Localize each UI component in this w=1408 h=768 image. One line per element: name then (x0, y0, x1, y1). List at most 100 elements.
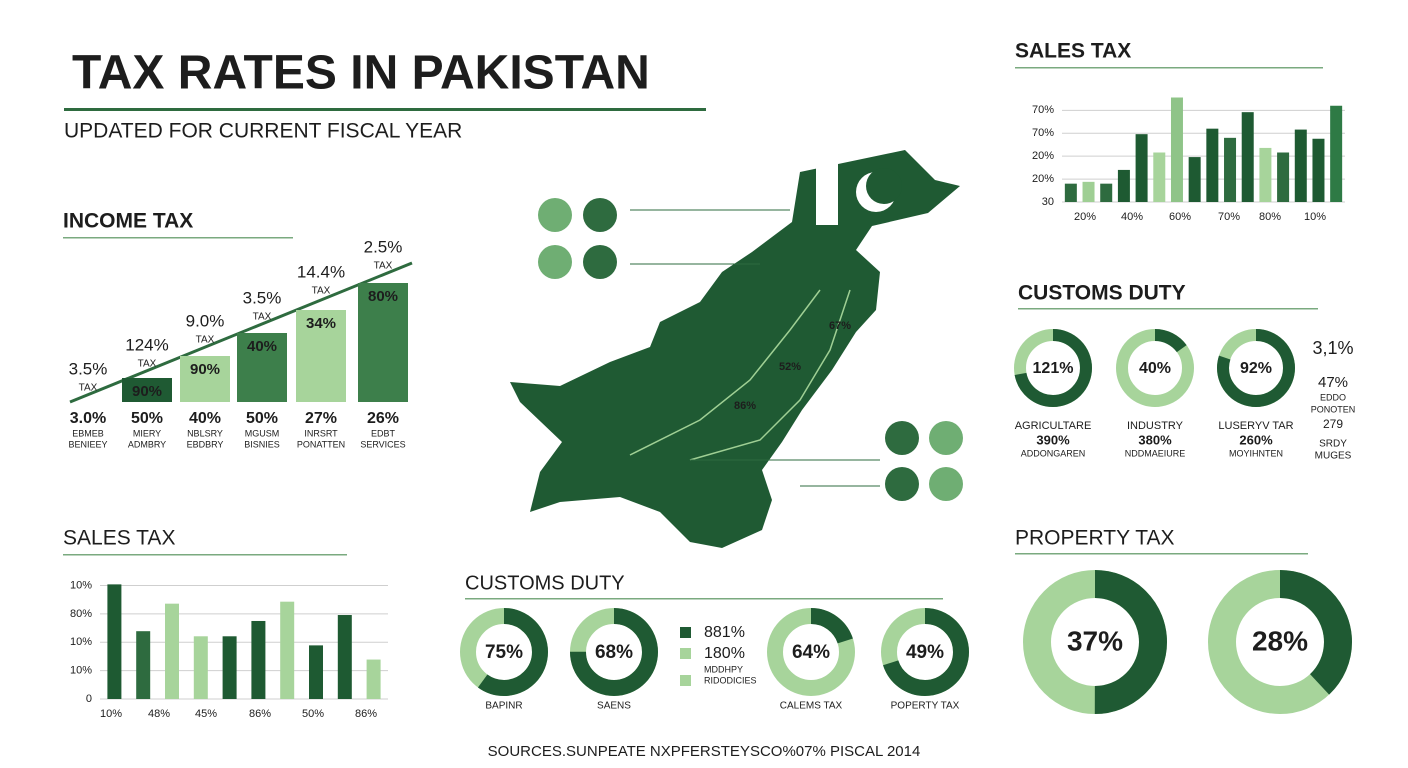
legend-swatch (680, 648, 691, 659)
pct-label: 50% (131, 410, 163, 427)
ring-sub: NDDMAEIURE (1125, 448, 1186, 458)
ring-name: INDUSTRY (1127, 420, 1184, 432)
category-label: ADMBRY (128, 439, 166, 449)
map (510, 150, 963, 548)
pct-label: 50% (246, 410, 278, 427)
chart-title: CUSTOMS DUTY (1018, 282, 1186, 305)
bar (1241, 112, 1254, 202)
side-label: EDDO (1320, 392, 1346, 402)
category-label: EBDBRY (187, 439, 224, 449)
icon (583, 198, 617, 232)
y-tick-label: 0 (86, 693, 92, 705)
category-label: MIERY (133, 428, 161, 438)
section-title: INCOME TAX (63, 210, 193, 233)
crescent-cut (866, 168, 902, 204)
category-label: MGUSM (245, 428, 280, 438)
tax-label: TAX (312, 286, 331, 297)
x-tick-label: 50% (302, 708, 324, 720)
tax-label: TAX (374, 261, 393, 272)
donut-arc (1023, 570, 1167, 714)
income-bar (237, 333, 287, 402)
bar (337, 615, 352, 699)
ring-name: AGRICULTARE (1015, 420, 1092, 432)
category-label: BENIEEY (68, 439, 107, 449)
ring-name: POPERTY TAX (891, 701, 960, 712)
y-tick-label: 30 (1042, 196, 1054, 208)
bar (1153, 152, 1166, 202)
legend-swatch (680, 627, 691, 638)
rate-label: 124% (125, 335, 168, 354)
section-rule (1015, 553, 1308, 555)
bar (1259, 147, 1272, 202)
page-title: TAX RATES IN PAKISTAN (72, 47, 650, 100)
pct-label: 3.0% (70, 410, 106, 427)
icon (538, 198, 572, 232)
bar (280, 601, 295, 699)
icon (538, 245, 572, 279)
legend-label: 180% (704, 645, 745, 662)
side-label: PONOTEN (1311, 404, 1356, 414)
legend-label: MDDHPY (704, 664, 743, 674)
map-label: 67% (829, 320, 851, 332)
ring-value: 390% (1036, 432, 1070, 447)
bar (1224, 137, 1237, 202)
x-tick-label: 40% (1121, 211, 1143, 223)
bar (1277, 152, 1290, 202)
flag-band (816, 163, 838, 225)
side-label: 3,1% (1312, 338, 1353, 358)
bar (193, 636, 208, 699)
income-bar (296, 310, 346, 402)
donut-arc (570, 608, 658, 696)
ring-value: 260% (1239, 432, 1273, 447)
bar (1064, 183, 1077, 202)
ring-sub: MOYIHNTEN (1229, 448, 1283, 458)
side-label: SRDY (1319, 439, 1347, 450)
bar (366, 659, 381, 699)
rate-label: 3.5% (243, 288, 282, 307)
icon (885, 467, 919, 501)
bar (1082, 181, 1095, 202)
category-label: NBLSRY (187, 428, 223, 438)
y-tick-label: 80% (70, 608, 92, 620)
chart-title: SALES TAX (1015, 40, 1131, 63)
route (629, 289, 821, 456)
y-tick-label: 10% (70, 636, 92, 648)
x-tick-label: 70% (1218, 211, 1240, 223)
donut-arc (767, 608, 855, 696)
bar (107, 584, 122, 699)
icon (929, 467, 963, 501)
bar (1188, 157, 1201, 202)
category-label: INRSRT (304, 428, 338, 438)
pct-label: 27% (305, 410, 337, 427)
x-tick-label: 80% (1259, 211, 1281, 223)
rate-label: 2.5% (364, 237, 403, 256)
donut-label: 64% (792, 642, 830, 663)
bar (1117, 169, 1130, 202)
title-rule (64, 108, 706, 111)
income-bar (180, 356, 230, 402)
bar (1135, 134, 1148, 202)
rate-label: 3.5% (69, 359, 108, 378)
side-label: 47% (1318, 374, 1348, 391)
donut-arc (1217, 329, 1295, 407)
section-rule (1015, 67, 1323, 69)
section-rule (1018, 308, 1318, 310)
rate-label: 14.4% (297, 262, 345, 281)
side-label: MUGES (1315, 451, 1352, 462)
bar (1170, 97, 1183, 202)
icon (929, 421, 963, 455)
section-rule (63, 237, 293, 239)
section-rule (465, 598, 943, 600)
route (689, 289, 851, 461)
chart-title: SALES TAX (63, 527, 175, 550)
legend-swatch (680, 675, 691, 686)
tax-label: TAX (79, 383, 98, 394)
bar (1100, 183, 1113, 202)
category-label: PONATTEN (297, 439, 345, 449)
section-rule (63, 554, 347, 556)
ring-name: BAPINR (485, 701, 522, 712)
x-tick-label: 86% (249, 708, 271, 720)
ring-name: CALEMS TAX (780, 701, 843, 712)
donut-label: 121% (1033, 360, 1074, 377)
donut-label: 49% (906, 642, 944, 663)
